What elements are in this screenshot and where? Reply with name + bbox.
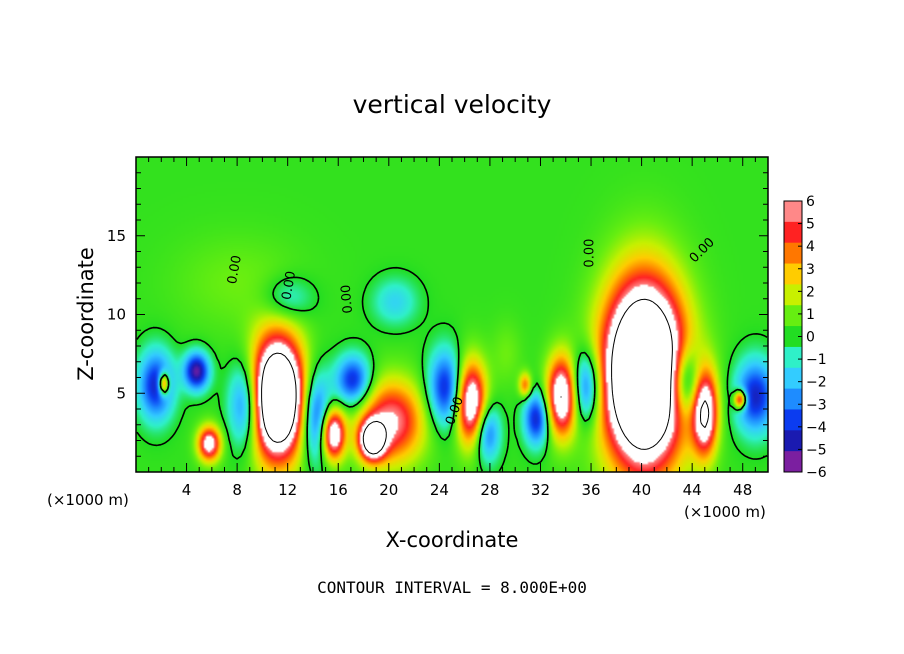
colorbar-swatch — [784, 201, 802, 223]
colorbar-swatch — [784, 409, 802, 431]
colorbar-tick-label: 5 — [806, 217, 815, 233]
x-tick-label: 48 — [733, 481, 752, 499]
x-tick-label: 8 — [232, 481, 242, 499]
x-tick-label: 16 — [329, 481, 348, 499]
y-axis-label: Z-coordinate — [74, 247, 98, 381]
x-axis: 4 8 12 16 20 24 28 32 36 40 44 48 — [148, 157, 756, 499]
colorbar-tick-label: 1 — [806, 307, 815, 323]
x-tick-label: 40 — [632, 481, 651, 499]
x-unit-label-right: (×1000 m) — [684, 503, 766, 521]
y-tick-label: 15 — [107, 227, 126, 245]
colorbar-swatch — [784, 346, 802, 369]
x-tick-label: 20 — [379, 481, 398, 499]
velocity-field — [136, 157, 768, 472]
colorbar-swatch — [784, 388, 802, 410]
x-tick-label: 36 — [581, 481, 600, 499]
x-axis-label: X-coordinate — [386, 528, 519, 552]
colorbar: 6 5 4 3 2 1 0 −1 −2 −3 −4 −5 −6 — [783, 194, 827, 481]
contour-label: 0.00 — [583, 239, 598, 268]
colorbar-tick-label: 3 — [806, 262, 815, 278]
x-tick-label: 32 — [531, 481, 550, 499]
x-tick-label: 12 — [278, 481, 297, 499]
plot-area: 0.000.00 0.000.000.00 0.00 — [135, 156, 769, 473]
x-unit-label-left: (×1000 m) — [47, 491, 129, 509]
colorbar-tick-label: −2 — [806, 375, 827, 391]
colorbar-swatch — [784, 305, 802, 327]
contour-label: 0.00 — [339, 284, 356, 314]
colorbar-swatch — [784, 430, 802, 452]
colorbar-tick-label: −3 — [806, 397, 827, 413]
colorbar-swatch — [784, 451, 802, 473]
colorbar-swatch — [784, 326, 802, 348]
colorbar-tick-label: −1 — [806, 352, 827, 368]
contour-line — [261, 298, 710, 455]
colorbar-tick-label: −5 — [806, 442, 827, 458]
colorbar-swatch — [784, 284, 802, 306]
x-tick-label: 24 — [430, 481, 449, 499]
colorbar-tick-label: 0 — [806, 330, 815, 346]
x-tick-label: 44 — [683, 481, 702, 499]
chart-title: vertical velocity — [353, 90, 552, 119]
contour-label: 0.00 — [279, 270, 299, 301]
x-tick-label: 28 — [480, 481, 499, 499]
y-tick-label: 5 — [116, 384, 126, 402]
contour-label: 0.00 — [225, 254, 245, 285]
colorbar-tick-label: 6 — [806, 194, 815, 210]
colorbar-tick-label: −6 — [806, 465, 827, 481]
colorbar-tick-label: −4 — [806, 420, 827, 436]
x-tick-label: 4 — [182, 481, 192, 499]
colorbar-tick-label: 2 — [806, 284, 815, 300]
zero-contours — [136, 266, 768, 472]
contour-interval-text: CONTOUR INTERVAL = 8.000E+00 — [317, 578, 587, 597]
colorbar-swatch — [784, 263, 802, 285]
y-tick-label: 10 — [107, 306, 126, 324]
contour-line — [136, 266, 768, 472]
colorbar-swatch — [784, 221, 802, 244]
colorbar-swatch — [784, 242, 802, 265]
colorbar-swatch — [784, 367, 802, 390]
colorbar-tick-label: 4 — [806, 239, 815, 255]
y-axis: 5 10 15 — [107, 172, 768, 457]
